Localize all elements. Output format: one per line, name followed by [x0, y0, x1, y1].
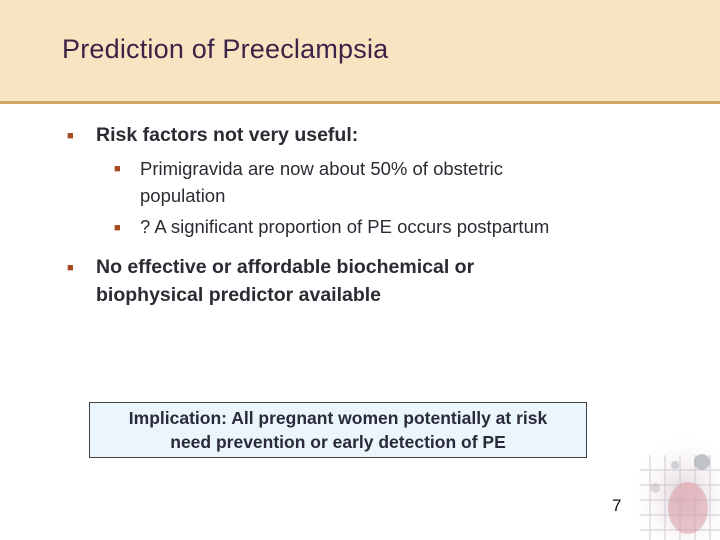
- slide-title: Prediction of Preeclampsia: [62, 34, 389, 64]
- square-bullet-icon: ■: [67, 130, 74, 142]
- implication-callout-box: Implication: All pregnant women potentia…: [89, 402, 587, 458]
- decorative-corner-image: [630, 430, 720, 540]
- square-bullet-icon: ■: [114, 222, 121, 234]
- slide-header: [0, 0, 720, 101]
- bullet-predictor-line1: No effective or affordable biochemical o…: [96, 256, 475, 278]
- square-bullet-icon: ■: [114, 163, 121, 175]
- sub-bullet-postpartum: ? A significant proportion of PE occurs …: [140, 216, 550, 237]
- page-number: 7: [612, 496, 622, 515]
- square-bullet-icon: ■: [67, 262, 74, 274]
- bullet-predictor-line2: biophysical predictor available: [96, 284, 382, 306]
- callout-line2: need prevention or early detection of PE: [170, 432, 506, 452]
- callout-line1: Implication: All pregnant women potentia…: [128, 408, 548, 428]
- header-divider: [0, 101, 720, 104]
- sub-bullet-primigravida-line2: population: [140, 185, 226, 206]
- sub-bullet-primigravida-line1: Primigravida are now about 50% of obstet…: [140, 158, 503, 179]
- bullet-risk-factors: Risk factors not very useful:: [96, 124, 359, 146]
